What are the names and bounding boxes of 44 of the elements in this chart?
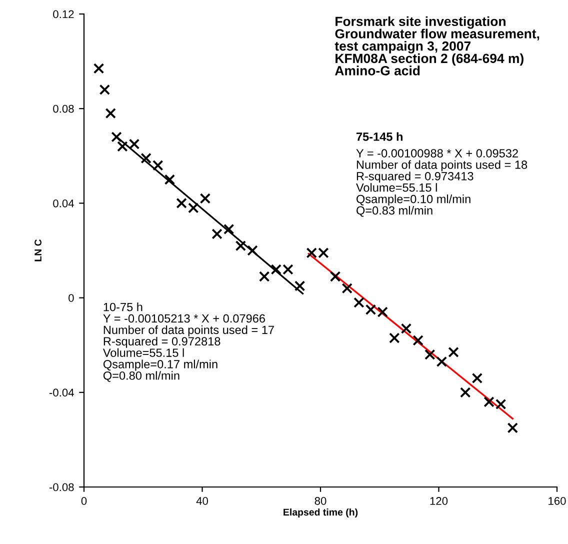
point <box>152 160 164 171</box>
point <box>188 202 199 214</box>
point <box>212 228 222 240</box>
point <box>507 422 518 434</box>
point <box>247 245 258 256</box>
y-tick-label: -0.08 <box>49 483 74 492</box>
x-tick-label: 160 <box>548 497 566 505</box>
y-tick-label: 0.04 <box>53 199 74 208</box>
point <box>176 198 187 209</box>
point <box>200 193 211 204</box>
point <box>389 332 400 344</box>
annotation: 10-75 h Y = -0.00105213 * X + 0.07966 Number of data points used = 17 R-squared = 0.972818 Volume=55.15 l Qsample=0.17 ml/min Q=0.80 ml/min <box>102 302 274 382</box>
point <box>99 84 110 96</box>
point <box>330 271 341 282</box>
point <box>354 297 364 308</box>
annotation: 75-145 h <box>356 132 402 141</box>
point <box>460 387 471 398</box>
point <box>436 356 448 368</box>
point <box>93 63 104 74</box>
y-tick-label: 0.08 <box>53 104 74 113</box>
point <box>342 282 352 294</box>
x-tick-label: 80 <box>314 497 326 505</box>
point <box>164 174 176 185</box>
point <box>472 372 483 384</box>
point <box>400 323 412 334</box>
point <box>223 224 234 235</box>
y-axis-title: LN C <box>34 239 42 262</box>
point <box>235 240 246 252</box>
point <box>448 346 459 358</box>
point <box>105 108 116 119</box>
x-tick-label: 0 <box>81 497 87 505</box>
y-tick-label: -0.04 <box>49 388 74 397</box>
y-tick-label: 0 <box>68 294 74 302</box>
x-tick-label: 40 <box>196 497 208 505</box>
point <box>258 271 270 282</box>
point <box>140 152 152 164</box>
x-axis-title: Elapsed time (h) <box>284 508 358 518</box>
x-tick-label: 120 <box>430 497 448 505</box>
text: Forsmark site investigation Groundwater flow measurement, test campaign 3, 2007 KFM08A section 2 (684-694 m) Amino-G acid <box>334 16 540 76</box>
y-tick-label: 0.12 <box>53 10 74 18</box>
point <box>412 335 424 346</box>
point <box>424 349 436 360</box>
annotation: Y = -0.00100988 * X + 0.09532 Number of data points used = 18 R-squared = 0.973413 Volume=55.15 l Qsample=0.10 ml/min Q=0.83 ml/min <box>356 149 528 217</box>
point <box>111 132 122 142</box>
